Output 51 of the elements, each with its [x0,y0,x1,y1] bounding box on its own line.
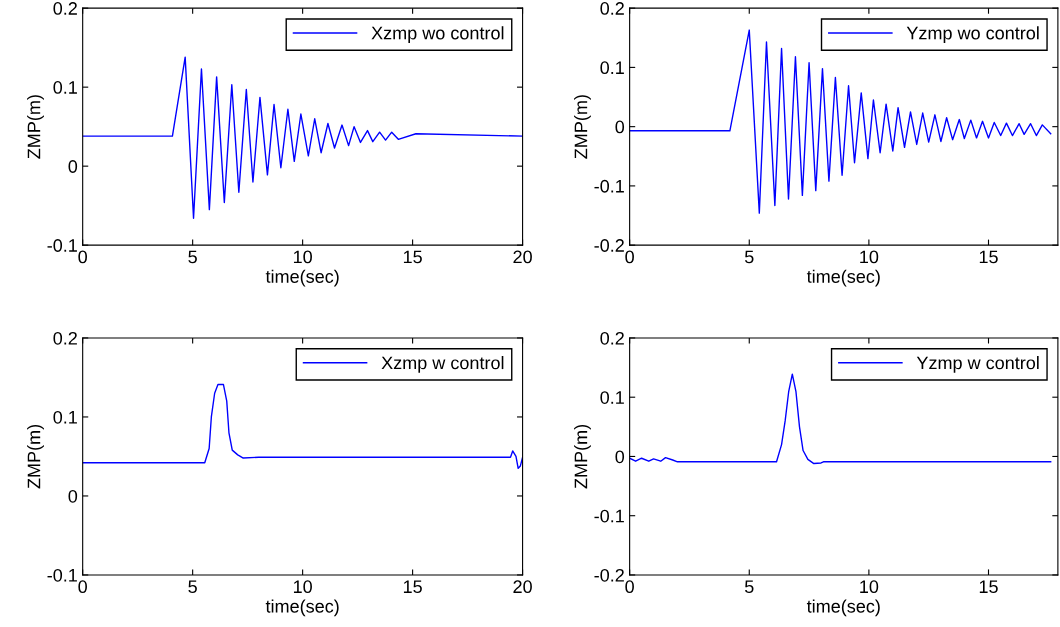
x-tick-label: 5 [188,250,197,264]
x-tick-label: 10 [293,580,312,594]
x-tick-label: 0 [78,580,87,594]
y-tick-label: 0.1 [600,61,624,75]
x-axis-title: time(sec) [806,599,880,617]
x-axis-title: time(sec) [265,599,339,617]
y-axis-title: ZMP(m) [574,424,591,489]
line-series [82,56,523,219]
x-tick-label: 0 [625,250,634,264]
x-tick-label: 20 [513,250,532,264]
y-axis-title: ZMP(m) [27,95,44,159]
y-tick-label: 0 [615,450,625,464]
x-tick-label: 5 [744,580,754,594]
x-axis-title: time(sec) [265,269,339,287]
y-tick-label: -0.1 [594,509,624,523]
y-tick-label: 0 [615,120,625,134]
legend-label: Xzmp w control [381,356,504,373]
y-tick-label: -0.1 [47,239,77,252]
y-tick-label: 0.1 [53,81,77,94]
legend-label: Yzmp w control [916,356,1039,373]
legend-label: Yzmp wo control [906,26,1039,44]
y-tick-label: -0.1 [594,179,624,193]
x-tick-label: 15 [403,250,422,264]
y-tick-label: 0.2 [53,2,77,15]
x-tick-label: 10 [860,580,879,594]
y-tick-label: -0.2 [594,239,624,252]
x-tick-label: 5 [744,250,754,264]
x-tick-label: 10 [860,250,879,264]
y-axis-title: ZMP(m) [27,424,44,489]
y-tick-label: -0.1 [47,568,77,582]
x-tick-label: 20 [513,580,532,594]
x-axis-title: time(sec) [806,269,880,287]
x-tick-label: 15 [979,580,998,594]
x-tick-label: 15 [979,250,998,264]
y-tick-label: 0.1 [600,391,624,404]
y-tick-label: 0.2 [53,331,77,345]
line-series [82,383,523,470]
y-axis-title: ZMP(m) [574,95,591,159]
x-tick-label: 0 [78,250,87,264]
legend-label: Xzmp wo control [371,26,504,44]
y-tick-label: 0 [68,160,78,173]
y-tick-label: -0.2 [594,568,624,582]
y-tick-label: 0.2 [600,2,624,15]
x-tick-label: 0 [625,580,634,594]
line-series [629,373,1052,465]
y-tick-label: 0 [68,489,78,503]
x-tick-label: 10 [293,250,312,264]
x-tick-label: 15 [403,580,422,594]
y-tick-label: 0.2 [600,331,624,345]
y-tick-label: 0.1 [53,410,77,424]
x-tick-label: 5 [188,580,197,594]
